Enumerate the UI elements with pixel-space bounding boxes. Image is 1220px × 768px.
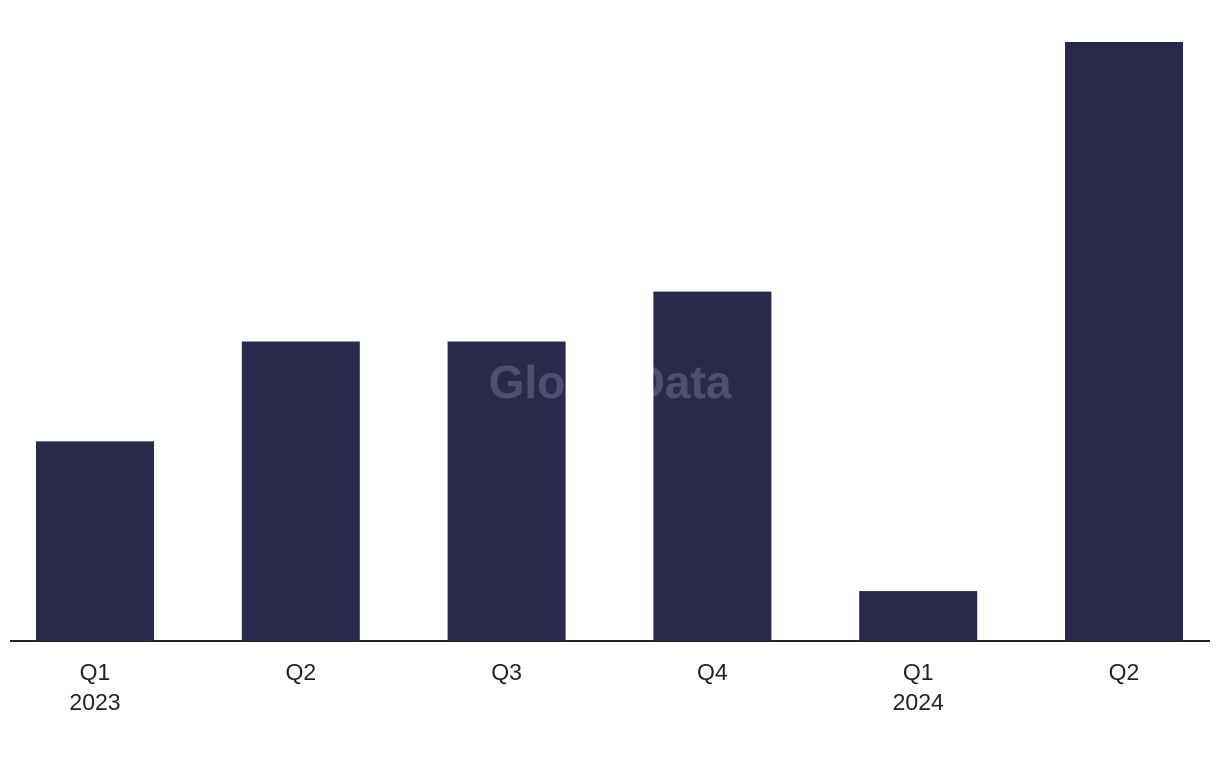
x-tick-label: Q4 [697,659,728,685]
bar [36,441,154,641]
x-year-label: 2024 [893,689,944,715]
bar [241,341,360,641]
bar [447,341,566,641]
watermark: GlobalData [489,356,732,408]
x-year-label: 2023 [69,689,120,715]
x-tick-label: Q1 [80,659,111,685]
bar [1065,42,1183,641]
bar [859,591,978,641]
bar [653,291,772,641]
x-tick-label: Q1 [903,659,934,685]
x-tick-label: Q3 [491,659,522,685]
x-tick-label: Q2 [285,659,316,685]
x-tick-label: Q2 [1109,659,1140,685]
